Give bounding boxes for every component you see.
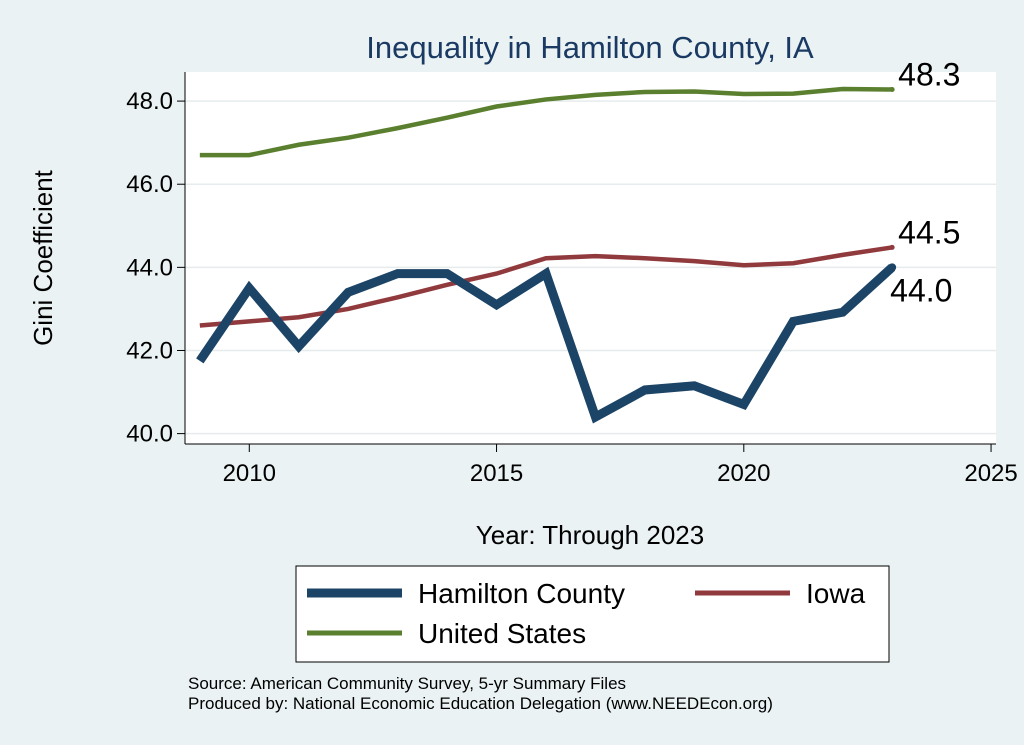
series-line-hamilton — [196, 264, 896, 424]
y-tick-label-42.0: 42.0 — [126, 337, 173, 364]
legend-label-iowa: Iowa — [806, 578, 866, 609]
legend-label-us: United States — [418, 618, 586, 649]
y-tick-label-44.0: 44.0 — [126, 254, 173, 281]
legend: Hamilton County Iowa United States — [295, 565, 890, 663]
x-ticks: 2010 2015 2020 2025 — [223, 444, 1018, 487]
axes — [184, 72, 996, 445]
end-labels: 44.0 44.5 48.3 — [890, 56, 960, 308]
y-tick-label-48.0: 48.0 — [126, 88, 173, 115]
end-label-iowa: 44.5 — [898, 214, 960, 250]
y-ticks: 40.0 42.0 44.0 46.0 48.0 — [126, 88, 185, 448]
series-lines — [196, 86, 897, 424]
x-tick-label-2010: 2010 — [223, 460, 276, 487]
y-tick-label-46.0: 46.0 — [126, 171, 173, 198]
x-tick-label-2025: 2025 — [964, 460, 1017, 487]
chart-title: Inequality in Hamilton County, IA — [366, 30, 814, 65]
grid-lines — [185, 100, 996, 435]
y-tick-label-40.0: 40.0 — [126, 421, 173, 448]
end-label-us: 48.3 — [898, 56, 960, 92]
x-tick-label-2015: 2015 — [470, 460, 523, 487]
legend-box — [295, 565, 890, 663]
series-line-iowa — [199, 245, 893, 328]
producer-note: Produced by: National Economic Education… — [188, 694, 773, 713]
x-axis-title: Year: Through 2023 — [476, 520, 704, 550]
end-label-hamilton: 44.0 — [890, 272, 952, 308]
end-point-us — [889, 86, 895, 92]
x-tick-label-2020: 2020 — [717, 460, 770, 487]
series-line-us — [199, 86, 893, 158]
end-point-hamilton — [888, 263, 897, 272]
source-note: Source: American Community Survey, 5-yr … — [188, 674, 626, 693]
y-axis-title: Gini Coefficient — [28, 169, 58, 346]
end-point-iowa — [889, 244, 895, 250]
legend-label-hamilton: Hamilton County — [418, 578, 625, 609]
